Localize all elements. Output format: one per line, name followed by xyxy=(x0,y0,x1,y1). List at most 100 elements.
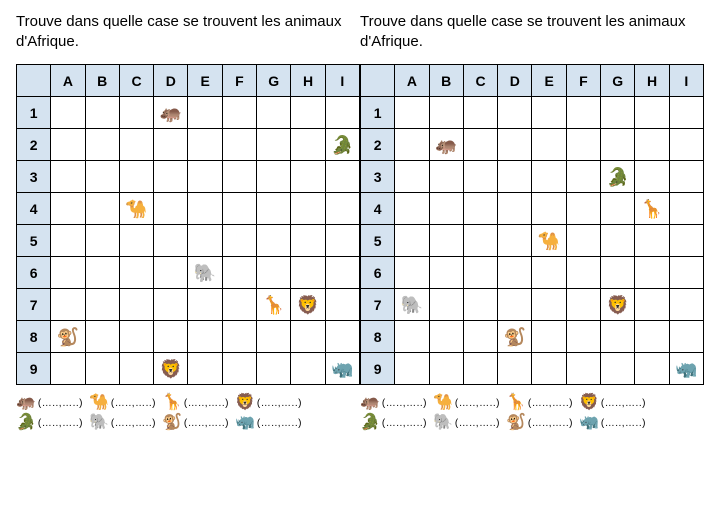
grid-cell xyxy=(257,257,291,289)
row-header: 6 xyxy=(361,257,395,289)
grid-cell xyxy=(669,257,703,289)
grid-cell xyxy=(532,97,566,129)
grid-cell xyxy=(429,193,463,225)
grid-cell: 🐪 xyxy=(532,225,566,257)
row-header: 1 xyxy=(17,97,51,129)
coordinate-blank: (…..,…..) xyxy=(455,398,500,409)
row-header: 5 xyxy=(361,225,395,257)
grid-cell xyxy=(395,321,429,353)
answer-item: 🐒(…..,…..) xyxy=(162,415,229,431)
answer-item: 🐒(…..,…..) xyxy=(506,415,573,431)
grid-cell xyxy=(119,97,153,129)
left-sheet: Trouve dans quelle case se trouvent les … xyxy=(16,12,360,435)
grid-cell xyxy=(498,225,532,257)
giraffe-icon: 🦒 xyxy=(263,295,285,315)
coordinate-blank: (…..,…..) xyxy=(184,398,229,409)
grid-corner xyxy=(17,65,51,97)
grid-cell xyxy=(395,257,429,289)
coordinate-blank: (…..,…..) xyxy=(111,418,156,429)
grid-cell xyxy=(669,161,703,193)
grid-cell xyxy=(395,353,429,385)
grid-cell xyxy=(635,129,669,161)
col-header: G xyxy=(601,65,635,97)
coordinate-blank: (…..,…..) xyxy=(111,398,156,409)
grid-cell xyxy=(51,161,85,193)
grid-cell xyxy=(188,225,222,257)
grid-cell xyxy=(669,321,703,353)
grid-cell: 🦁 xyxy=(291,289,325,321)
row-header: 9 xyxy=(17,353,51,385)
grid-cell xyxy=(498,161,532,193)
lion-icon: 🦁 xyxy=(607,295,629,315)
col-header: H xyxy=(291,65,325,97)
grid-cell xyxy=(566,225,600,257)
giraffe-icon: 🦒 xyxy=(162,395,182,411)
rhino-icon: 🦏 xyxy=(675,359,697,379)
hippo-icon: 🦛 xyxy=(16,395,36,411)
col-header: A xyxy=(51,65,85,97)
grid-cell xyxy=(669,193,703,225)
grid-cell xyxy=(188,193,222,225)
grid-cell xyxy=(635,321,669,353)
grid-cell: 🐘 xyxy=(395,289,429,321)
grid-cell xyxy=(669,289,703,321)
grid-cell: 🦏 xyxy=(669,353,703,385)
rhino-icon: 🦏 xyxy=(579,415,599,431)
rhino-icon: 🦏 xyxy=(331,359,353,379)
row-header: 7 xyxy=(361,289,395,321)
grid-cell xyxy=(566,257,600,289)
grid-cell xyxy=(154,257,188,289)
grid-cell xyxy=(222,193,256,225)
grid-cell xyxy=(222,257,256,289)
answer-item: 🦒(…..,…..) xyxy=(162,395,229,411)
hippo-icon: 🦛 xyxy=(435,135,457,155)
grid-left: ABCDEFGHI1🦛2🐊34🐪56🐘7🦒🦁8🐒9🦁🦏 xyxy=(16,64,360,385)
grid-cell xyxy=(222,161,256,193)
grid-cell xyxy=(669,225,703,257)
grid-cell xyxy=(257,129,291,161)
grid-cell: 🐊 xyxy=(325,129,359,161)
coordinate-blank: (…..,…..) xyxy=(382,418,427,429)
col-header: F xyxy=(566,65,600,97)
col-header: H xyxy=(635,65,669,97)
grid-cell xyxy=(291,257,325,289)
answer-row: 🦛(…..,…..)🐪(…..,…..)🦒(…..,…..)🦁(…..,…..) xyxy=(360,395,704,411)
grid-cell xyxy=(51,193,85,225)
grid-cell xyxy=(498,289,532,321)
grid-cell xyxy=(119,129,153,161)
grid-cell: 🦒 xyxy=(257,289,291,321)
grid-cell xyxy=(325,257,359,289)
lion-icon: 🦁 xyxy=(235,395,255,411)
grid-cell: 🐒 xyxy=(51,321,85,353)
col-header: C xyxy=(119,65,153,97)
grid-cell xyxy=(119,257,153,289)
col-header: I xyxy=(669,65,703,97)
grid-cell xyxy=(85,353,119,385)
answer-item: 🦛(…..,…..) xyxy=(360,395,427,411)
answer-item: 🦁(…..,…..) xyxy=(579,395,646,411)
lion-icon: 🦁 xyxy=(297,295,319,315)
grid-cell xyxy=(188,97,222,129)
elephant-icon: 🐘 xyxy=(194,263,216,283)
camel-icon: 🐪 xyxy=(125,199,147,219)
col-header: C xyxy=(463,65,497,97)
coordinate-blank: (…..,…..) xyxy=(528,398,573,409)
grid-cell xyxy=(291,321,325,353)
grid-cell xyxy=(566,129,600,161)
crocodile-icon: 🐊 xyxy=(607,167,629,187)
grid-cell xyxy=(429,353,463,385)
grid-cell xyxy=(635,353,669,385)
grid-cell xyxy=(85,289,119,321)
grid-cell: 🐘 xyxy=(188,257,222,289)
answer-item: 🐊(…..,…..) xyxy=(360,415,427,431)
instruction-left: Trouve dans quelle case se trouvent les … xyxy=(16,12,360,54)
row-header: 8 xyxy=(17,321,51,353)
coordinate-blank: (…..,…..) xyxy=(528,418,573,429)
grid-cell xyxy=(566,161,600,193)
grid-cell xyxy=(257,161,291,193)
row-header: 4 xyxy=(17,193,51,225)
answer-item: 🐪(…..,…..) xyxy=(89,395,156,411)
grid-cell xyxy=(601,129,635,161)
grid-cell xyxy=(395,161,429,193)
answer-row: 🐊(…..,…..)🐘(…..,…..)🐒(…..,…..)🦏(…..,…..) xyxy=(16,415,360,431)
